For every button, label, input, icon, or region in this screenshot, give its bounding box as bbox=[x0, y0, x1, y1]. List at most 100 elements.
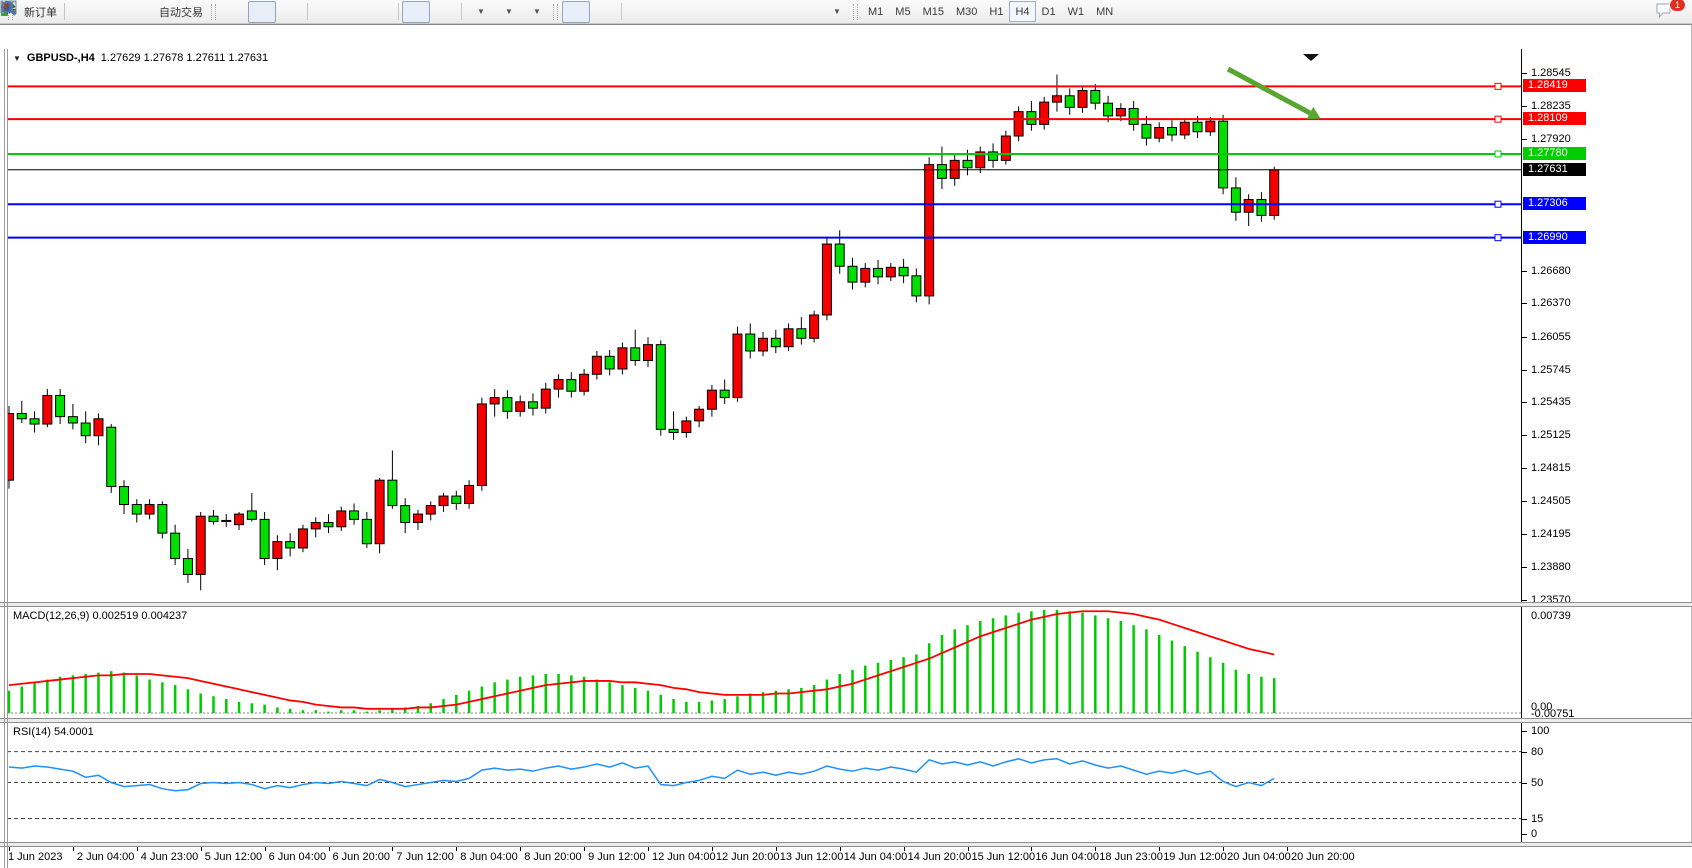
text-button[interactable]: A bbox=[2, 1, 793, 23]
rsi-panel[interactable]: RSI(14) 54.0001 bbox=[7, 723, 1522, 842]
zoom-in-button[interactable] bbox=[2, 1, 339, 23]
macd-panel[interactable]: MACD(12,26,9) 0.002519 0.004237 bbox=[7, 607, 1522, 718]
vertical-line-button[interactable] bbox=[5, 1, 653, 23]
candle-body bbox=[988, 151, 999, 161]
auto-scroll-button[interactable] bbox=[2, 0, 430, 23]
price-tick bbox=[1522, 567, 1527, 569]
line-chart-type-button[interactable] bbox=[1, 1, 304, 23]
fibonacci-button[interactable]: F bbox=[1, 1, 765, 23]
macd-histogram-bar bbox=[710, 700, 714, 713]
tab-timeframe-w1[interactable]: W1 bbox=[1067, 5, 1085, 18]
tab-timeframe-m30[interactable]: M30 bbox=[955, 5, 978, 18]
templates-button[interactable]: ▼ bbox=[0, 0, 549, 23]
bar-chart-type-button[interactable] bbox=[1, 1, 248, 23]
search-button[interactable] bbox=[1, 1, 1648, 23]
macd-histogram-bar bbox=[212, 696, 215, 713]
trend-arrow-annotation[interactable] bbox=[1226, 66, 1312, 116]
time-label: 14 Jun 04:00 bbox=[843, 851, 908, 863]
candle-body bbox=[1013, 111, 1024, 137]
community-button[interactable] bbox=[1, 1, 124, 23]
scroll-end-marker-icon[interactable] bbox=[1303, 54, 1319, 61]
tab-timeframe-h4[interactable]: H4 bbox=[1009, 1, 1036, 22]
macd-min-label: -0.00751 bbox=[1531, 708, 1575, 720]
notifications-button[interactable]: 1 bbox=[1654, 0, 1686, 23]
line-handle[interactable] bbox=[1494, 234, 1502, 242]
candle-body bbox=[630, 347, 641, 362]
candle-body bbox=[553, 379, 564, 390]
line-handle[interactable] bbox=[1494, 115, 1502, 123]
candle-body bbox=[297, 528, 308, 549]
tab-timeframe-m15[interactable]: M15 bbox=[922, 5, 944, 18]
chart-shift-button[interactable] bbox=[2, 1, 458, 23]
line-handle[interactable] bbox=[1494, 200, 1502, 208]
tile-windows-button[interactable] bbox=[0, 0, 395, 23]
channel-button[interactable]: E bbox=[0, 1, 737, 23]
macd-histogram-bar bbox=[646, 690, 650, 713]
candle-body bbox=[310, 522, 321, 530]
candle-body bbox=[885, 266, 896, 278]
macd-signal-line bbox=[8, 610, 1275, 710]
macd-histogram-bar bbox=[314, 710, 317, 713]
time-tick bbox=[903, 847, 905, 851]
autotrading-button[interactable]: 自动交易 bbox=[2, 0, 207, 23]
time-label: 15 Jun 12:00 bbox=[971, 851, 1036, 863]
macd-histogram-bar bbox=[761, 692, 765, 713]
toolbar-grip[interactable] bbox=[853, 3, 858, 20]
price-tick bbox=[1522, 105, 1527, 107]
text-label-button[interactable]: T bbox=[0, 1, 821, 23]
time-tick bbox=[648, 847, 649, 851]
candle-body bbox=[1115, 107, 1126, 117]
main-chart-panel[interactable]: ▼ GBPUSD-,H4 1.27629 1.27678 1.27611 1.2… bbox=[7, 49, 1522, 602]
line-handle[interactable] bbox=[1494, 82, 1502, 90]
tab-timeframe-mn[interactable]: MN bbox=[1096, 5, 1114, 18]
price-tick bbox=[1522, 533, 1527, 535]
horizontal-line-button[interactable] bbox=[1, 1, 681, 23]
candle-body bbox=[579, 373, 590, 392]
candle-body bbox=[323, 522, 334, 528]
candle-body bbox=[361, 518, 372, 545]
rsi-tick bbox=[1522, 818, 1527, 820]
crosshair-button[interactable] bbox=[1, 1, 618, 23]
candle-body bbox=[1051, 95, 1062, 103]
macd-histogram-bar bbox=[1106, 618, 1110, 713]
panel-splitter[interactable] bbox=[0, 718, 1692, 723]
tab-timeframe-d1[interactable]: D1 bbox=[1041, 5, 1056, 18]
toolbar-grip[interactable] bbox=[553, 3, 558, 20]
price-tag: 1.27780 bbox=[1523, 147, 1586, 160]
candle-body bbox=[1026, 111, 1037, 125]
price-tick bbox=[1522, 435, 1527, 437]
panel-splitter[interactable] bbox=[0, 602, 1692, 607]
time-label: 18 Jun 23:00 bbox=[1099, 851, 1163, 863]
macd-histogram-bar bbox=[991, 618, 995, 713]
time-tick bbox=[328, 847, 330, 851]
candle-body bbox=[259, 518, 270, 560]
price-tag: 1.26990 bbox=[1523, 230, 1586, 244]
candle-body bbox=[234, 513, 245, 526]
tab-timeframe-m5[interactable]: M5 bbox=[895, 5, 911, 18]
periods-button[interactable]: ▼ bbox=[1, 1, 521, 23]
candlestick-type-button[interactable] bbox=[1, 0, 276, 23]
zoom-out-button[interactable] bbox=[2, 1, 367, 23]
candle-body bbox=[796, 328, 807, 339]
line-handle[interactable] bbox=[1494, 150, 1502, 158]
candle-body bbox=[834, 243, 845, 267]
indicators-button[interactable]: ▼ bbox=[1, 0, 493, 23]
time-tick bbox=[200, 847, 202, 851]
arrows-button[interactable]: ▼ bbox=[3, 1, 849, 23]
price-tick bbox=[1522, 303, 1527, 305]
cursor-button[interactable] bbox=[3, 0, 590, 23]
price-tick bbox=[1522, 599, 1527, 601]
candle-body bbox=[1192, 121, 1203, 133]
trendline-button[interactable] bbox=[1, 1, 709, 23]
tab-timeframe-h1[interactable]: H1 bbox=[989, 5, 1004, 18]
tab-timeframe-m1[interactable]: M1 bbox=[868, 5, 884, 18]
time-label: 9 Jun 12:00 bbox=[588, 851, 646, 863]
market-button[interactable] bbox=[0, 1, 96, 23]
toolbar-grip[interactable] bbox=[211, 3, 216, 20]
signals-button[interactable] bbox=[1, 1, 152, 23]
candle-body bbox=[540, 388, 551, 409]
symbol-dropdown-icon[interactable]: ▼ bbox=[13, 53, 21, 63]
time-axis: 1 Jun 2023 2 Jun 04:00 4 Jun 23:00 5 Jun 12… bbox=[7, 847, 1521, 868]
new-order-button[interactable]: 新订单 bbox=[1, 0, 61, 23]
macd-histogram-bar bbox=[1042, 609, 1046, 713]
